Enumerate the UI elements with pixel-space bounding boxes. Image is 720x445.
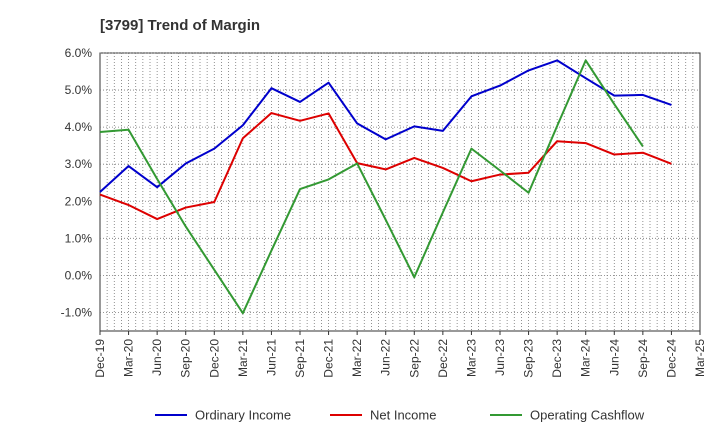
x-tick-label: Mar-20 xyxy=(122,339,136,377)
y-tick-label: 4.0% xyxy=(65,120,93,134)
y-tick-label: -1.0% xyxy=(61,305,93,319)
x-tick-label: Dec-22 xyxy=(436,339,450,378)
x-tick-label: Mar-21 xyxy=(236,339,250,377)
x-tick-label: Dec-24 xyxy=(664,339,678,378)
legend-label-ordinary-income: Ordinary Income xyxy=(195,408,291,423)
x-tick-label: Sep-21 xyxy=(293,339,307,378)
axis-layer: -1.0% 0.0% 1.0% 2.0% 3.0% 4.0% 5.0% 6.0% Dec-19 M… xyxy=(61,46,707,378)
x-tick-label: Sep-20 xyxy=(179,339,193,378)
x-tick-label: Mar-22 xyxy=(350,339,364,377)
grid-layer xyxy=(99,52,701,332)
x-tick-label: Sep-23 xyxy=(522,339,536,378)
x-tick-label: Mar-24 xyxy=(579,339,593,377)
chart-title: [3799] Trend of Margin xyxy=(100,17,260,34)
legend-label-operating-cashflow: Operating Cashflow xyxy=(530,408,645,423)
legend-label-net-income: Net Income xyxy=(370,408,436,423)
x-tick-label: Jun-24 xyxy=(607,339,621,376)
x-tick-label: Sep-24 xyxy=(636,339,650,378)
x-tick-label: Jun-22 xyxy=(379,339,393,376)
x-tick-label: Dec-20 xyxy=(207,339,221,378)
x-tick-label: Jun-20 xyxy=(150,339,164,376)
x-tick-label: Jun-21 xyxy=(264,339,278,376)
x-tick-label: Dec-19 xyxy=(93,339,107,378)
series-line-net-income xyxy=(99,112,672,221)
x-tick-label: Dec-21 xyxy=(322,339,336,378)
x-tick-label: Dec-23 xyxy=(550,339,564,378)
y-tick-label: 1.0% xyxy=(65,231,93,245)
series-layer xyxy=(99,59,672,315)
y-tick-label: 5.0% xyxy=(65,83,93,97)
y-tick-label: 6.0% xyxy=(65,46,93,60)
x-tick-label: Mar-25 xyxy=(693,339,707,377)
x-tick-label: Sep-22 xyxy=(407,339,421,378)
y-tick-label: 2.0% xyxy=(65,194,93,208)
series-line-operating-cashflow xyxy=(99,59,644,315)
y-tick-label: 3.0% xyxy=(65,157,93,171)
y-tick-label: 0.0% xyxy=(65,268,93,282)
legend: Ordinary Income Net Income Operating Cashf… xyxy=(155,408,645,423)
x-tick-label: Jun-23 xyxy=(493,339,507,376)
series-line-ordinary-income xyxy=(99,59,672,193)
x-tick-label: Mar-23 xyxy=(464,339,478,377)
